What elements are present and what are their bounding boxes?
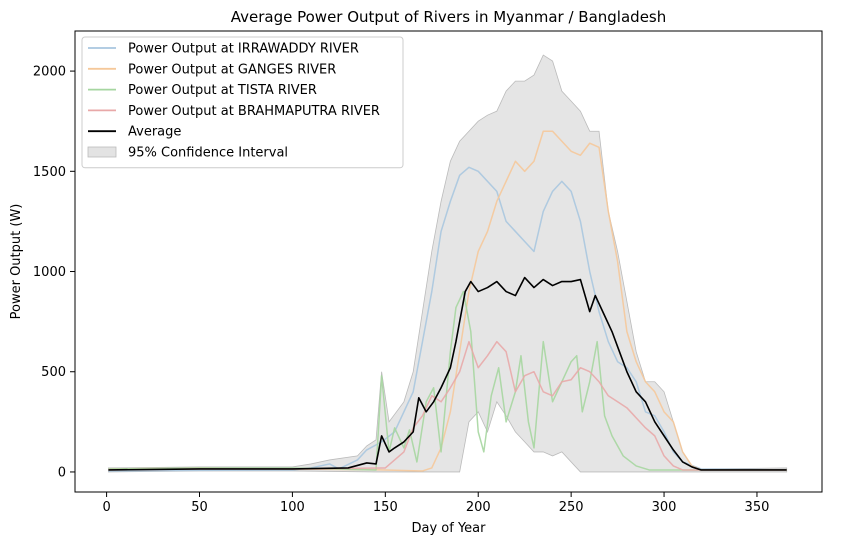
x-tick-label: 350 xyxy=(745,500,770,515)
series-line-power-output-at-irrawaddy-river xyxy=(108,166,787,472)
y-axis-title: Power Output (W) xyxy=(9,204,24,320)
legend-label-power-output-at-ganges-river: Power Output at GANGES RIVER xyxy=(128,62,336,77)
y-tick-label: 0 xyxy=(58,465,66,480)
series-line-power-output-at-ganges-river xyxy=(108,130,787,472)
series-line-power-output-at-brahmaputra-river xyxy=(108,340,787,471)
legend-box xyxy=(81,36,404,169)
legend-label-95-confidence-interval: 95% Confidence Interval xyxy=(128,146,288,161)
chart-title: Average Power Output of Rivers in Myanma… xyxy=(231,8,667,26)
x-tick-label: 100 xyxy=(280,500,305,515)
x-tick-label: 0 xyxy=(102,500,110,515)
x-tick-label: 300 xyxy=(652,500,677,515)
legend-label-power-output-at-brahmaputra-river: Power Output at BRAHMAPUTRA RIVER xyxy=(128,104,380,119)
y-tick-label: 1000 xyxy=(33,265,66,280)
legend-label-average: Average xyxy=(128,125,181,140)
x-tick-label: 50 xyxy=(191,500,208,515)
series-line-power-output-at-tista-river xyxy=(108,290,787,471)
plot-frame xyxy=(74,30,823,493)
legend-swatch-95-confidence-interval xyxy=(87,146,117,158)
x-tick-label: 150 xyxy=(373,500,398,515)
series-line-average xyxy=(108,276,787,471)
x-tick-label: 250 xyxy=(559,500,584,515)
y-tick-label: 1500 xyxy=(33,165,66,180)
confidence-band xyxy=(108,54,788,473)
legend-label-power-output-at-irrawaddy-river: Power Output at IRRAWADDY RIVER xyxy=(128,42,359,57)
x-tick-label: 200 xyxy=(466,500,491,515)
legend: Power Output at IRRAWADDY RIVER Power Out… xyxy=(81,36,404,169)
legend-label-power-output-at-tista-river: Power Output at TISTA RIVER xyxy=(128,83,317,98)
x-axis-title: Day of Year xyxy=(412,521,487,536)
y-tick-label: 500 xyxy=(41,365,66,380)
y-tick-label: 2000 xyxy=(33,65,66,80)
